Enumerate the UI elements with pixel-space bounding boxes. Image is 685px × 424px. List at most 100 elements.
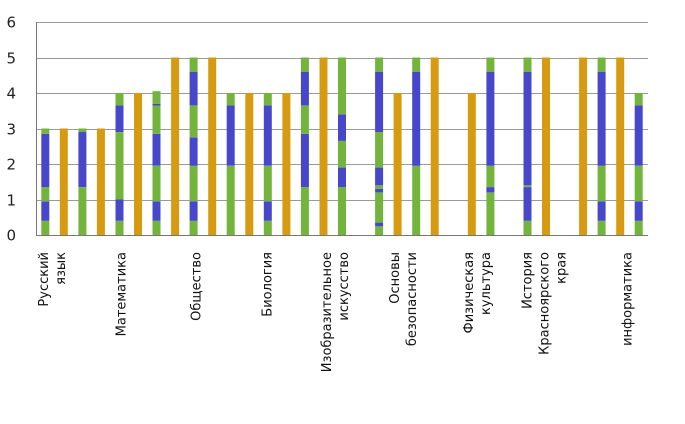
bar-30-segment-0 <box>597 220 606 235</box>
bar-7-segment-0 <box>171 57 180 235</box>
bar-30-segment-2 <box>597 165 606 202</box>
bar-8-segment-2 <box>189 165 198 202</box>
bar-8-segment-1 <box>189 201 198 221</box>
bar-24-segment-0 <box>486 192 495 235</box>
bar-9-segment-0 <box>208 57 217 235</box>
bar-6-segment-4 <box>152 105 161 134</box>
bar-32-segment-0 <box>634 220 643 235</box>
category-label: Математика <box>115 252 130 336</box>
bar-2-segment-1 <box>78 132 87 187</box>
bar-2-segment-0 <box>78 187 87 235</box>
bar-16-segment-2 <box>338 140 346 168</box>
bar-16-segment-3 <box>338 114 346 141</box>
bar-19-segment-0 <box>393 93 402 235</box>
bar-30-segment-1 <box>597 201 606 221</box>
bar-20-segment-2 <box>412 57 421 72</box>
bar-8-segment-6 <box>189 57 198 72</box>
bar-10-segment-0 <box>226 165 235 235</box>
bar-4-segment-1 <box>115 199 124 221</box>
bar-0-segment-4 <box>41 128 50 134</box>
bar-24-segment-2 <box>486 165 495 188</box>
axes <box>36 22 648 236</box>
bar-4-segment-3 <box>115 105 124 132</box>
y-tick-label: 2 <box>6 156 16 174</box>
category-label: Биология <box>261 252 276 317</box>
bar-29-segment-0 <box>579 57 588 235</box>
bar-24-segment-3 <box>486 71 495 166</box>
bar-23-segment-0 <box>467 93 476 235</box>
category-label: искусство <box>337 252 352 321</box>
bar-4-segment-2 <box>115 132 124 200</box>
bar-30-segment-4 <box>597 57 606 72</box>
bar-8-segment-3 <box>189 137 198 166</box>
bar-4-segment-4 <box>115 93 124 106</box>
bar-8-segment-4 <box>189 105 198 138</box>
category-label: Основы <box>388 252 403 304</box>
bar-0-segment-1 <box>41 201 50 221</box>
category-label: Русский <box>37 252 52 307</box>
bar-27-segment-0 <box>542 57 550 235</box>
bar-10-segment-2 <box>226 93 235 106</box>
category-label: История <box>521 252 536 309</box>
bar-31-segment-0 <box>616 57 625 235</box>
bar-14-segment-1 <box>300 133 309 188</box>
bar-32-segment-2 <box>634 165 643 202</box>
bar-14-segment-2 <box>300 105 309 134</box>
bar-8-segment-5 <box>189 71 198 106</box>
bar-26-segment-2 <box>523 185 532 188</box>
category-label: культура <box>479 252 494 315</box>
bar-11-segment-0 <box>245 93 254 235</box>
y-tick-label: 3 <box>6 121 16 139</box>
bar-4-segment-0 <box>115 220 124 235</box>
bar-6-segment-0 <box>152 220 161 235</box>
bar-0-segment-3 <box>41 133 50 188</box>
bar-12-segment-1 <box>263 201 272 221</box>
y-tick-labels: 0 1 2 3 4 5 6 <box>6 14 16 245</box>
bar-12-segment-0 <box>263 220 272 235</box>
bar-1-segment-0 <box>59 128 68 235</box>
y-tick-label: 1 <box>6 192 16 210</box>
bar-21-segment-0 <box>430 57 439 235</box>
bar-10-segment-1 <box>226 105 235 166</box>
bar-18-segment-0 <box>375 226 384 235</box>
bar-24-segment-4 <box>486 57 495 72</box>
bar-8-segment-0 <box>189 220 198 235</box>
bar-14-segment-0 <box>300 187 309 235</box>
bar-18-segment-3 <box>375 188 384 193</box>
category-label: информатика <box>621 252 636 346</box>
bar-14-segment-4 <box>300 57 309 72</box>
bar-6-segment-2 <box>152 165 161 202</box>
bar-16-segment-0 <box>338 187 346 235</box>
category-label: Физическая <box>462 252 477 333</box>
bar-16-segment-4 <box>338 57 346 115</box>
bar-18-segment-8 <box>375 57 384 72</box>
bar-30-segment-3 <box>597 71 606 166</box>
category-label: Общество <box>190 252 205 321</box>
bar-12-segment-2 <box>263 165 272 202</box>
category-labels: Русский язык Математика Общество Биология Изо… <box>37 252 636 372</box>
bar-26-segment-4 <box>523 57 532 72</box>
y-tick-label: 0 <box>6 227 16 245</box>
y-tick-label: 5 <box>6 50 16 68</box>
bar-6-segment-3 <box>152 133 161 166</box>
bar-5-segment-0 <box>134 93 142 235</box>
bars <box>41 57 643 235</box>
bar-26-segment-3 <box>523 71 532 186</box>
bar-12-segment-4 <box>263 93 272 106</box>
bar-6-segment-5 <box>152 103 161 106</box>
category-label: края <box>555 252 570 284</box>
category-label: язык <box>54 252 69 285</box>
bar-18-segment-4 <box>375 185 384 189</box>
bar-18-segment-5 <box>375 167 384 186</box>
category-label: безопасности <box>405 252 420 346</box>
bar-12-segment-3 <box>263 105 272 166</box>
bar-3-segment-0 <box>96 128 105 235</box>
bar-18-segment-2 <box>375 192 384 223</box>
bar-18-segment-7 <box>375 71 384 132</box>
bar-0-segment-0 <box>41 220 50 235</box>
bar-32-segment-3 <box>634 105 643 166</box>
bar-6-segment-1 <box>152 201 161 221</box>
bar-15-segment-0 <box>319 57 328 235</box>
bar-0-segment-2 <box>41 187 50 202</box>
bar-13-segment-0 <box>282 93 291 235</box>
